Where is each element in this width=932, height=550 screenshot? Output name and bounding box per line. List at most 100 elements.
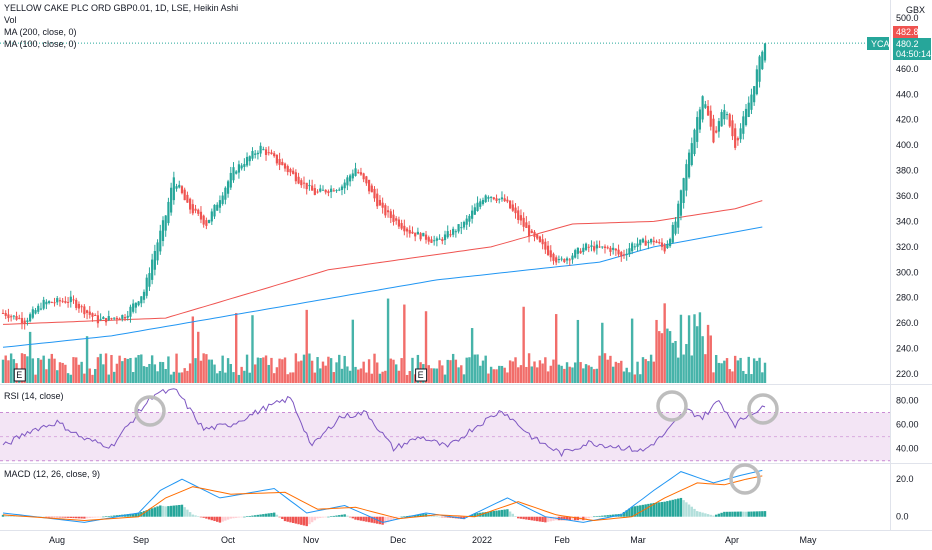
volume-bar [725, 358, 729, 383]
macd-histogram-bar [291, 516, 295, 523]
candle-body [533, 231, 536, 238]
macd-histogram-bar [506, 509, 509, 517]
macd-histogram-bar [449, 516, 452, 518]
candle-body [660, 242, 664, 247]
volume-bar [226, 358, 230, 383]
macd-histogram-bar [717, 513, 721, 517]
candle-body [362, 173, 365, 180]
macd-histogram-bar [630, 506, 634, 517]
volume-bar [549, 365, 552, 383]
rsi-tick-label: 60.00 [896, 420, 919, 430]
macd-histogram-bar [110, 515, 113, 517]
volume-bar [77, 364, 81, 383]
macd-histogram-bar [213, 516, 216, 522]
volume-bar [286, 374, 289, 383]
candle-body [123, 316, 127, 319]
volume-bar [305, 309, 308, 383]
volume-bar [639, 374, 642, 383]
macd-histogram-bar [194, 515, 197, 517]
volume-bar [636, 361, 639, 383]
volume-bar [129, 357, 132, 383]
candle-body [639, 239, 642, 246]
candle-body [400, 223, 403, 229]
candle-body [403, 225, 406, 232]
volume-bar [47, 358, 51, 383]
macd-histogram-bar [346, 515, 349, 517]
macd-histogram-bar [69, 516, 72, 518]
macd-histogram-bar [679, 497, 683, 517]
macd-histogram-bar [245, 516, 249, 517]
candle-body [552, 253, 555, 261]
candle-body [603, 246, 607, 249]
macd-histogram-bar [603, 515, 607, 517]
candle-body [210, 211, 213, 222]
high-price-badge [893, 26, 918, 38]
candle-body [690, 143, 693, 165]
volume-bar [283, 357, 287, 383]
volume-bar [473, 354, 477, 383]
candle-body [457, 224, 460, 232]
candle-body [113, 317, 116, 319]
macd-histogram-bar [587, 516, 590, 519]
volume-bar [476, 354, 479, 383]
volume-bar [202, 353, 205, 383]
candle-body [61, 300, 64, 302]
volume-bar [7, 360, 10, 383]
candle-body [321, 189, 325, 191]
macd-histogram-bar [180, 504, 184, 517]
volume-bar [134, 357, 138, 383]
candle-body [576, 247, 579, 254]
macd-histogram-bar [305, 516, 308, 527]
volume-bar [110, 354, 113, 383]
rsi-label[interactable]: RSI (14, close) [4, 391, 64, 401]
macd-histogram-bar [549, 516, 552, 522]
macd-histogram-bar [696, 511, 699, 517]
volume-bar [405, 374, 409, 383]
volume-bar [118, 355, 121, 383]
candle-body [53, 302, 56, 304]
volume-bar [755, 360, 759, 383]
candle-body [606, 247, 609, 249]
volume-bar [432, 368, 436, 383]
macd-histogram-bar [536, 516, 539, 522]
volume-bar [216, 373, 219, 383]
ma100-legend[interactable]: MA (100, close, 0) [4, 39, 77, 49]
candle-body [7, 314, 10, 319]
macd-histogram-bar [663, 501, 666, 517]
candle-body [544, 241, 547, 250]
macd-histogram-bar [85, 516, 89, 519]
macd-histogram-bar [351, 516, 355, 519]
macd-histogram-bar [362, 516, 365, 522]
volume-bar [446, 359, 449, 383]
candle-body [240, 165, 243, 169]
rsi-tick-label: 40.00 [896, 444, 919, 454]
candle-body [435, 238, 438, 241]
candle-body [704, 104, 707, 108]
macd-histogram-bar [658, 502, 661, 517]
chart-title[interactable]: YELLOW CAKE PLC ORD GBP0.01, 1D, LSE, He… [4, 3, 239, 13]
candle-body [324, 189, 327, 193]
candle-body [294, 172, 297, 182]
volume-bar [167, 356, 170, 383]
macd-label[interactable]: MACD (12, 26, close, 9) [4, 469, 100, 479]
macd-histogram-bar [256, 514, 260, 517]
volume-bar [64, 364, 67, 383]
volume-bar [761, 372, 764, 383]
macd-histogram-bar [763, 511, 767, 517]
candle-body [118, 318, 121, 320]
volume-bar [107, 374, 110, 383]
volume-bar [88, 368, 91, 383]
candle-body [83, 306, 86, 315]
macd-histogram-bar [134, 513, 138, 517]
ma200-legend[interactable]: MA (200, close, 0) [4, 27, 77, 37]
candle-body [357, 172, 360, 174]
volume-bar [294, 353, 298, 383]
earnings-marker [415, 368, 428, 382]
macd-histogram-bar [441, 516, 444, 518]
candle-body [411, 231, 414, 234]
volume-bar [72, 357, 75, 383]
volume-bar [592, 369, 596, 383]
candle-body [693, 129, 696, 155]
volume-legend[interactable]: Vol [4, 15, 17, 25]
